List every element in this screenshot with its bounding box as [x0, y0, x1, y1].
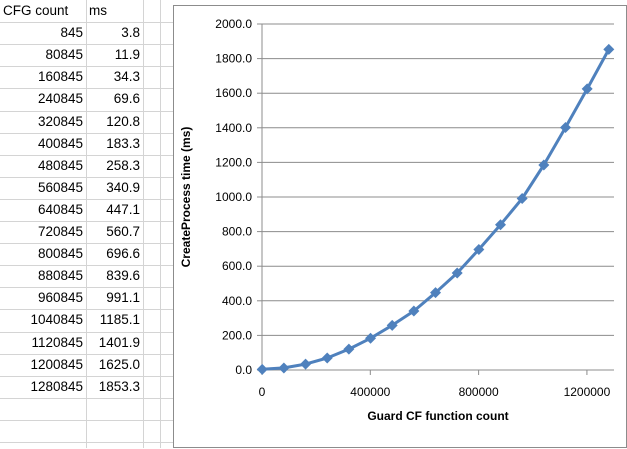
data-point-marker[interactable] — [408, 305, 420, 317]
cell-ms[interactable]: 11.9 — [114, 47, 140, 62]
cell-cfg-count[interactable]: 1040845 — [30, 312, 83, 327]
data-point-marker[interactable] — [278, 362, 290, 374]
chart-area[interactable]: 0.0 200.0 400.0 600.0 800.0 1000.0 1200.0 1400.… — [173, 5, 627, 448]
x-tick-label: 800000 — [459, 385, 499, 399]
data-point-marker[interactable] — [451, 267, 463, 279]
cell-ms[interactable]: 839.6 — [106, 268, 140, 283]
data-point-marker[interactable] — [495, 219, 507, 231]
cell-ms[interactable]: 447.1 — [106, 202, 140, 217]
cell-ms[interactable]: 258.3 — [106, 158, 140, 173]
cell-ms[interactable]: 1401.9 — [98, 335, 140, 350]
cell-cfg-count[interactable]: 640845 — [37, 202, 83, 217]
cell-cfg-count[interactable]: 480845 — [37, 158, 83, 173]
y-tick-label: 0.0 — [235, 363, 252, 377]
axes: 0.0 200.0 400.0 600.0 800.0 1000.0 1200.0 1400.… — [215, 17, 610, 399]
cell-cfg-count[interactable]: 1200845 — [30, 357, 83, 372]
cell-cfg-count[interactable]: 880845 — [37, 268, 83, 283]
data-point-marker[interactable] — [559, 121, 571, 133]
cell-cfg-count[interactable]: 240845 — [37, 91, 83, 106]
x-axis-title: Guard CF function count — [367, 409, 508, 423]
data-point-marker[interactable] — [343, 343, 355, 355]
column-gridline — [143, 0, 144, 448]
cell-ms[interactable]: 69.6 — [113, 91, 140, 106]
data-point-marker[interactable] — [256, 363, 268, 375]
data-point-marker[interactable] — [430, 287, 442, 299]
y-tick-label: 1800.0 — [215, 52, 252, 66]
cell-ms[interactable]: 696.6 — [106, 246, 140, 261]
header-cell-ms[interactable]: ms — [89, 3, 107, 18]
cell-cfg-count[interactable]: 1280845 — [30, 379, 83, 394]
y-tick-label: 1400.0 — [215, 121, 252, 135]
x-tick-label: 0 — [259, 385, 266, 399]
series-line — [262, 48, 611, 371]
data-point-marker[interactable] — [321, 352, 333, 364]
cell-cfg-count[interactable]: 560845 — [37, 180, 83, 195]
y-tick-label: 800.0 — [222, 225, 252, 239]
y-tick-label: 400.0 — [222, 294, 252, 308]
x-tick-label: 1200000 — [564, 385, 611, 399]
y-axis-title: CreateProcess time (ms) — [179, 127, 193, 268]
cell-cfg-count[interactable]: 1120845 — [31, 335, 83, 350]
cell-ms[interactable]: 1185.1 — [99, 312, 140, 327]
data-point-marker[interactable] — [581, 83, 593, 95]
data-point-marker[interactable] — [300, 358, 312, 370]
cell-cfg-count[interactable]: 960845 — [37, 290, 83, 305]
y-tick-label: 600.0 — [222, 259, 252, 273]
data-point-marker[interactable] — [516, 193, 528, 205]
cell-ms[interactable]: 34.3 — [113, 69, 140, 84]
cell-ms[interactable]: 340.9 — [106, 180, 140, 195]
header-cell-cfg-count[interactable]: CFG count — [3, 3, 69, 18]
data-point-marker[interactable] — [365, 332, 377, 344]
cell-ms[interactable]: 560.7 — [106, 224, 140, 239]
y-tick-label: 2000.0 — [215, 17, 252, 31]
cell-ms[interactable]: 120.8 — [106, 114, 140, 129]
cell-cfg-count[interactable]: 720845 — [37, 224, 83, 239]
cell-cfg-count[interactable]: 320845 — [37, 114, 83, 129]
cell-ms[interactable]: 183.3 — [106, 136, 140, 151]
column-gridline — [86, 0, 87, 448]
y-tick-label: 1000.0 — [215, 190, 252, 204]
cell-cfg-count[interactable]: 845 — [60, 25, 83, 40]
cell-cfg-count[interactable]: 800845 — [37, 246, 83, 261]
cell-ms[interactable]: 3.8 — [121, 25, 140, 40]
cell-cfg-count[interactable]: 80845 — [45, 47, 83, 62]
column-gridline — [160, 0, 161, 448]
data-markers — [256, 43, 615, 375]
cell-cfg-count[interactable]: 400845 — [37, 136, 83, 151]
data-point-marker[interactable] — [538, 159, 550, 171]
y-tick-label: 1200.0 — [215, 155, 252, 169]
data-point-marker[interactable] — [473, 243, 485, 255]
line-chart: 0.0 200.0 400.0 600.0 800.0 1000.0 1200.0 1400.… — [179, 17, 615, 423]
cell-ms[interactable]: 991.1 — [106, 290, 140, 305]
cell-ms[interactable]: 1853.3 — [98, 379, 140, 394]
series-line-path[interactable] — [262, 48, 611, 371]
x-tick-label: 400000 — [350, 385, 390, 399]
cell-cfg-count[interactable]: 160845 — [37, 69, 83, 84]
y-tick-label: 200.0 — [222, 328, 252, 342]
gridlines — [262, 23, 614, 371]
data-point-marker[interactable] — [386, 319, 398, 331]
data-point-marker[interactable] — [603, 43, 615, 55]
cell-ms[interactable]: 1625.0 — [98, 357, 140, 372]
y-tick-label: 1600.0 — [215, 86, 252, 100]
